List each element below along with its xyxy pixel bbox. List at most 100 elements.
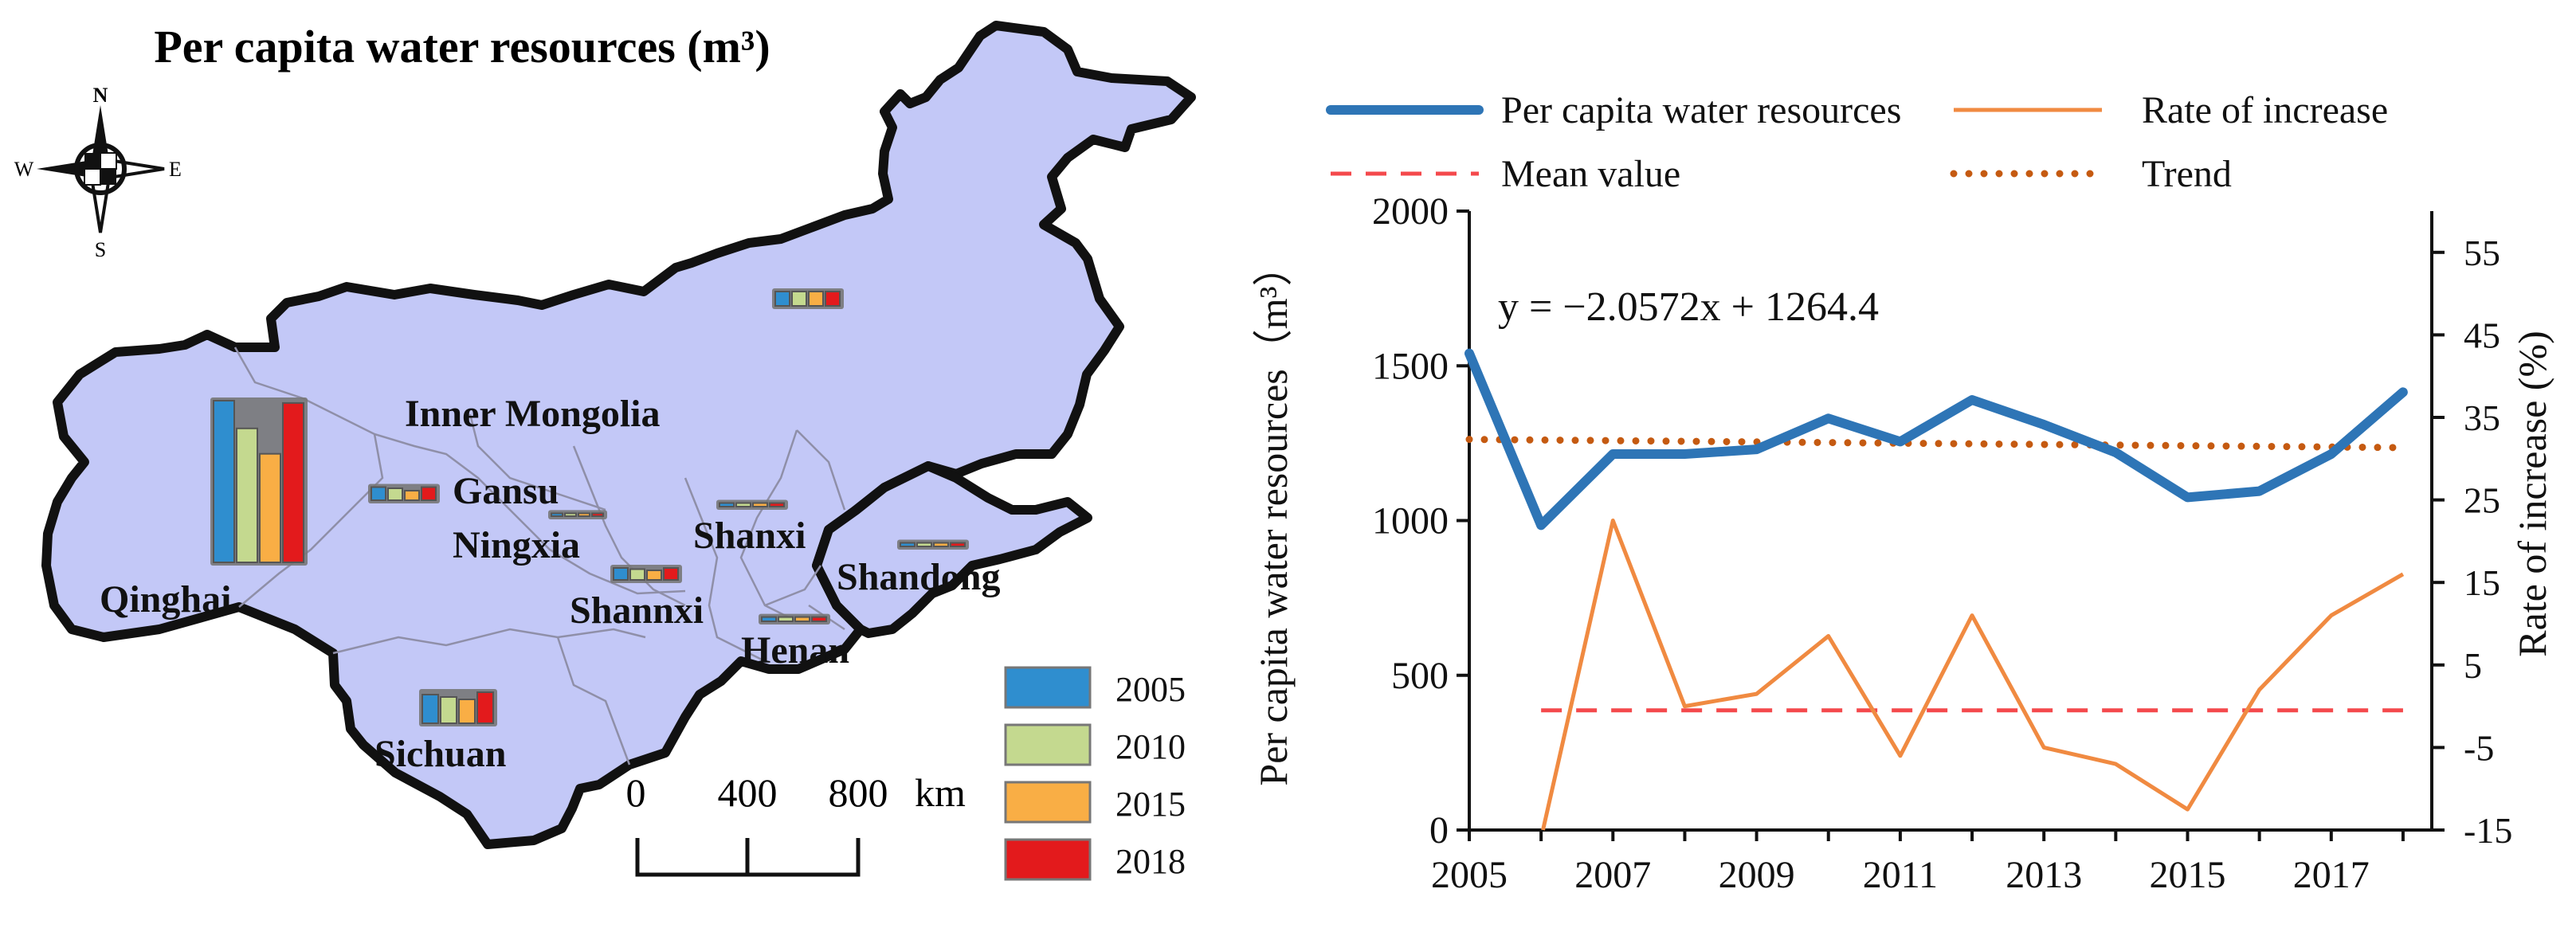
mini-bar-7-0: [761, 616, 777, 622]
province-borders: [233, 347, 846, 766]
legend-swatch-2005: [1004, 666, 1092, 709]
x-tick-label: 2015: [2149, 854, 2225, 896]
chart-legend-label-1: Rate of increase: [2142, 89, 2388, 131]
series-per-capita-water-resources: [1464, 348, 2408, 531]
chart-series: [1464, 348, 2408, 831]
mini-bar-2-3: [421, 486, 437, 501]
x-tick-label: 2009: [1719, 854, 1795, 896]
mini-bar-7-1: [778, 616, 794, 622]
mini-bar-4-3: [769, 502, 785, 507]
mini-chart-7: [759, 613, 830, 625]
study-area-outline: [41, 21, 1196, 849]
label-ningxia: Ningxia: [453, 524, 580, 566]
x-tick-label: 2007: [1574, 854, 1651, 896]
y2-tick-label: -15: [2464, 810, 2512, 851]
mini-bar-7-3: [811, 616, 827, 622]
compass-icon: N S E W: [14, 84, 182, 261]
legend-label-2005: 2005: [1115, 670, 1186, 709]
trend-equation: y = −2.0572x + 1264.4: [1498, 284, 1879, 330]
mini-bar-5-2: [933, 542, 949, 547]
label-shannxi: Shannxi: [570, 589, 704, 632]
label-inner-mongolia: Inner Mongolia: [405, 393, 660, 435]
compass-e: E: [169, 158, 182, 181]
x-tick-label: 2011: [1863, 854, 1938, 896]
mini-bar-6-3: [663, 567, 679, 581]
label-qinghai: Qinghai: [100, 578, 231, 621]
y2-tick-label: 15: [2464, 562, 2500, 603]
mini-bar-1-2: [259, 452, 281, 564]
mini-bar-2-0: [371, 486, 386, 501]
mini-bar-8-3: [476, 691, 494, 724]
mini-bar-3-2: [578, 512, 590, 518]
mini-chart-8: [419, 689, 497, 726]
map-panel: Per capita water resources (m³) N S E W: [14, 21, 1196, 881]
y2-tick-label: -5: [2464, 727, 2494, 768]
chart-legend-label-2: Mean value: [1501, 153, 1680, 195]
mini-chart-2: [368, 484, 440, 503]
chart-legend-label-3: Trend: [2142, 153, 2232, 195]
series-trend: [1465, 436, 2407, 452]
scale-tick-800: 800: [829, 770, 888, 815]
y2-axis-label: Rate of increase (%): [2510, 331, 2554, 657]
mini-bar-4-0: [719, 502, 735, 507]
mini-bar-3-1: [564, 512, 577, 518]
scale-tick-400: 400: [718, 770, 778, 815]
y-tick-label: 1000: [1372, 500, 1449, 542]
scale-bar: 0 400 800 km: [626, 770, 966, 877]
y2-tick-label: 35: [2464, 397, 2500, 438]
mini-bar-8-0: [421, 694, 439, 724]
mini-bar-5-0: [900, 542, 916, 547]
legend-swatch-2018: [1004, 838, 1092, 881]
legend-label-2010: 2010: [1115, 727, 1186, 766]
mini-chart-3: [548, 510, 607, 519]
label-sichuan: Sichuan: [374, 733, 506, 775]
mini-bar-1-0: [213, 400, 235, 563]
mini-bar-0-1: [791, 291, 807, 307]
map-legend: 2005 2010 2015 2018: [1004, 666, 1186, 881]
mini-chart-1: [210, 397, 308, 566]
y2-tick-label: 5: [2464, 645, 2482, 686]
mini-chart-6: [610, 565, 682, 583]
scale-tick-0: 0: [626, 770, 646, 815]
mini-bar-1-1: [236, 427, 258, 563]
legend-swatch-2010: [1004, 723, 1092, 766]
mini-bar-6-1: [629, 568, 645, 581]
mini-bar-3-0: [551, 512, 563, 518]
legend-swatch-2015: [1004, 781, 1092, 824]
label-gansu: Gansu: [453, 470, 559, 512]
y2-tick-label: 55: [2464, 233, 2500, 273]
label-shandong: Shandong: [837, 556, 1000, 598]
legend-label-2015: 2015: [1115, 785, 1186, 824]
mini-bar-0-2: [808, 291, 824, 307]
map-title: Per capita water resources (m³): [154, 21, 770, 72]
y-axis-label: Per capita water resources（m³）: [1251, 246, 1296, 785]
label-henan: Henan: [741, 629, 849, 672]
y-tick-label: 1500: [1372, 345, 1449, 387]
mini-bar-6-0: [613, 567, 629, 581]
y2-tick-label: 45: [2464, 315, 2500, 355]
mini-chart-0: [772, 288, 844, 309]
mini-bar-6-2: [646, 570, 662, 581]
line-chart-panel: 0 500 1000 1500 2000 -15 -5 5 15 25 35 45 55 2005 2007…: [1251, 89, 2554, 896]
mini-bar-7-2: [794, 616, 810, 622]
legend-label-2018: 2018: [1115, 842, 1186, 881]
mini-bar-2-2: [404, 490, 420, 501]
x-tick-label: 2005: [1431, 854, 1508, 896]
mini-bar-5-1: [916, 542, 932, 547]
mini-bar-charts: [210, 288, 969, 726]
scale-unit: km: [915, 770, 966, 815]
mini-chart-5: [897, 539, 969, 550]
mini-chart-4: [716, 499, 788, 510]
x-tick-label: 2013: [2006, 854, 2082, 896]
chart-legend-label-0: Per capita water resources: [1501, 89, 1901, 131]
mini-bar-3-3: [591, 512, 604, 518]
chart-axes: 0 500 1000 1500 2000 -15 -5 5 15 25 35 45 55 2005 2007…: [1372, 190, 2512, 896]
mini-bar-4-2: [752, 502, 768, 507]
y-tick-label: 2000: [1372, 190, 1449, 233]
label-shanxi: Shanxi: [693, 515, 806, 557]
compass-w: W: [14, 158, 34, 181]
mini-bar-0-3: [825, 291, 841, 307]
mini-bar-4-1: [735, 502, 751, 507]
mini-bar-8-2: [458, 699, 476, 724]
